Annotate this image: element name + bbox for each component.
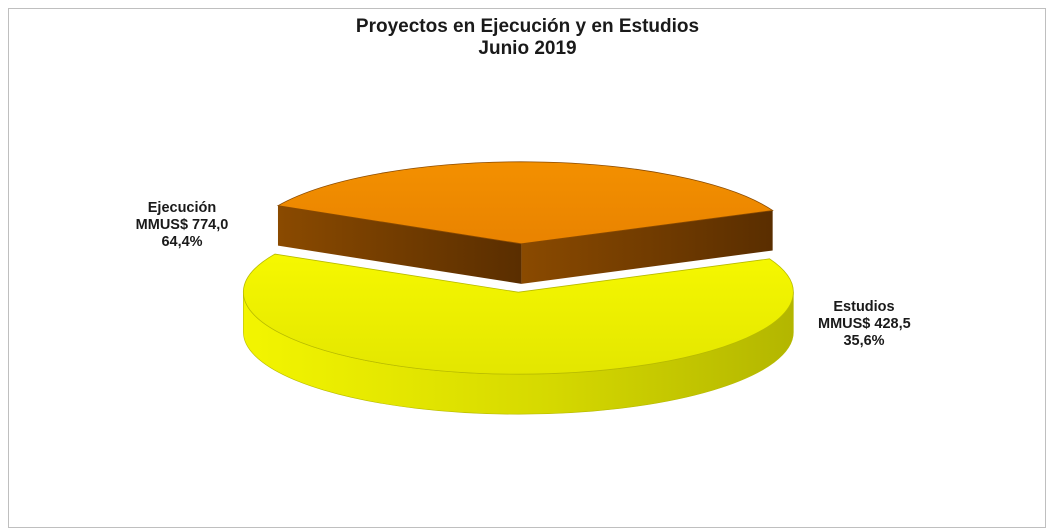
slice-label-estudios: Estudios MMUS$ 428,5 35,6% (818, 299, 911, 350)
slice-name: Ejecución (147, 200, 217, 216)
pie-slice-ejecucion (242, 253, 794, 415)
slice-cut-face (521, 210, 773, 284)
chart-title-block: Proyectos en Ejecución y en Estudios Jun… (0, 16, 1055, 60)
slice-name: Estudios (833, 299, 895, 315)
slice-cut-face (277, 205, 522, 284)
slice-percent: 35,6% (843, 333, 885, 349)
pie-slice-estudios (276, 161, 774, 284)
slice-value: MMUS$ 774,0 (135, 217, 229, 233)
slice-percent: 64,4% (161, 234, 203, 250)
pie-slices (242, 161, 794, 415)
slice-top (276, 161, 774, 245)
slice-label-ejecucion: Ejecución MMUS$ 774,0 64,4% (117, 200, 247, 251)
chart-title: Proyectos en Ejecución y en Estudios (355, 16, 700, 37)
chart-subtitle: Junio 2019 (478, 38, 577, 59)
slice-top (242, 253, 794, 375)
slice-value: MMUS$ 428,5 (818, 316, 911, 332)
